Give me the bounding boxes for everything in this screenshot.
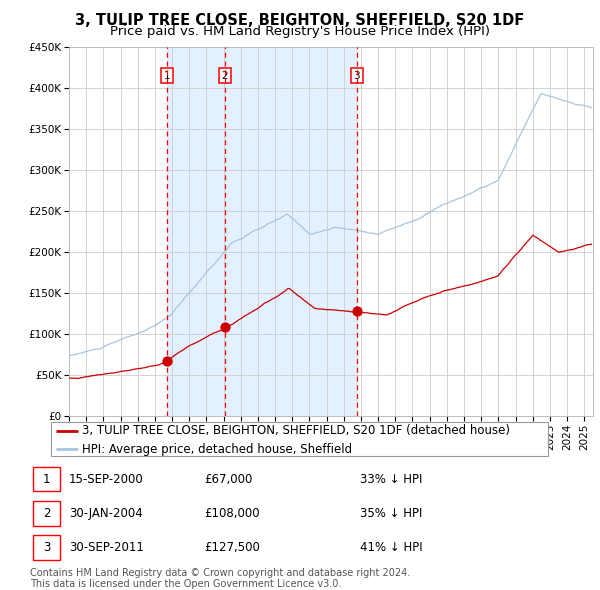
Text: 35% ↓ HPI: 35% ↓ HPI: [360, 507, 422, 520]
Text: Price paid vs. HM Land Registry's House Price Index (HPI): Price paid vs. HM Land Registry's House …: [110, 25, 490, 38]
Point: [352, 307, 361, 316]
Text: 3, TULIP TREE CLOSE, BEIGHTON, SHEFFIELD, S20 1DF (detached house): 3, TULIP TREE CLOSE, BEIGHTON, SHEFFIELD…: [82, 424, 510, 437]
Text: £108,000: £108,000: [204, 507, 260, 520]
Text: 1: 1: [164, 71, 170, 81]
Text: 3: 3: [353, 71, 360, 81]
FancyBboxPatch shape: [50, 422, 548, 456]
Text: 3, TULIP TREE CLOSE, BEIGHTON, SHEFFIELD, S20 1DF: 3, TULIP TREE CLOSE, BEIGHTON, SHEFFIELD…: [76, 13, 524, 28]
Text: 2: 2: [43, 507, 50, 520]
Text: £127,500: £127,500: [204, 541, 260, 554]
Text: 30-SEP-2011: 30-SEP-2011: [69, 541, 144, 554]
Text: 1: 1: [43, 473, 50, 486]
Text: 30-JAN-2004: 30-JAN-2004: [69, 507, 143, 520]
Text: 41% ↓ HPI: 41% ↓ HPI: [360, 541, 422, 554]
Text: Contains HM Land Registry data © Crown copyright and database right 2024.
This d: Contains HM Land Registry data © Crown c…: [30, 568, 410, 589]
Point: [220, 323, 230, 332]
Point: [162, 356, 172, 366]
Text: 33% ↓ HPI: 33% ↓ HPI: [360, 473, 422, 486]
Text: 15-SEP-2000: 15-SEP-2000: [69, 473, 144, 486]
Text: 2: 2: [221, 71, 229, 81]
Text: £67,000: £67,000: [204, 473, 253, 486]
Text: HPI: Average price, detached house, Sheffield: HPI: Average price, detached house, Shef…: [82, 442, 352, 455]
Text: 3: 3: [43, 541, 50, 554]
Bar: [167, 47, 356, 416]
